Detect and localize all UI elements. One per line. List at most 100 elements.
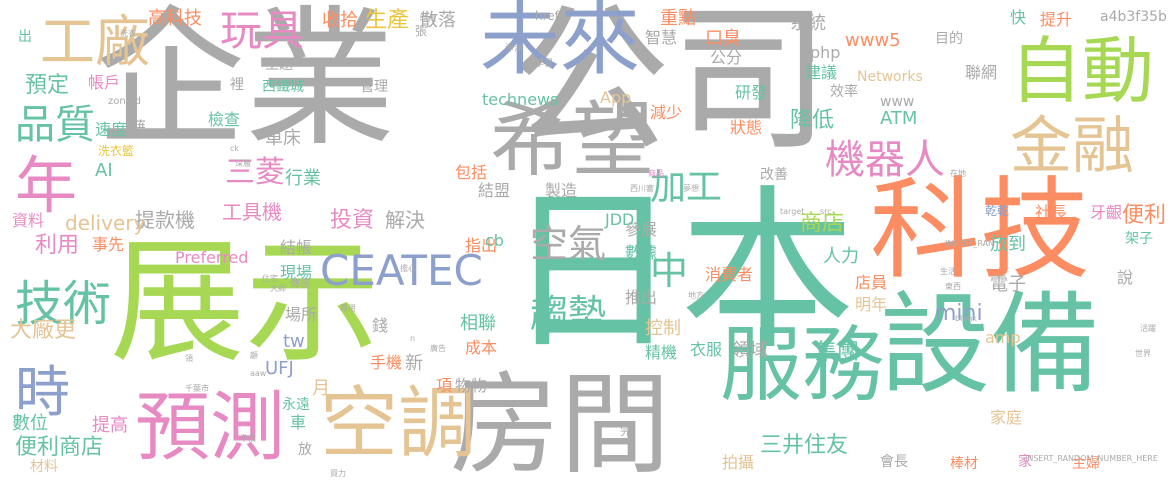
word: 提升 [1040, 10, 1073, 29]
word: 預測 [135, 383, 286, 471]
word: 西川審 [630, 184, 654, 193]
word: 機器人 [825, 137, 945, 183]
word: 空氣 [530, 222, 607, 266]
word: 擔心 [400, 264, 416, 273]
word: 地方 [688, 291, 704, 300]
word: 建議 [805, 63, 838, 82]
word: 檢查 [208, 110, 241, 129]
word: 自動 [1010, 29, 1155, 113]
word: 資料 [12, 211, 45, 230]
word: ck [230, 144, 240, 153]
word: 活躍 [1140, 324, 1156, 333]
word: www [880, 94, 915, 110]
word: tw [283, 331, 305, 352]
word: 收拾 [322, 10, 358, 31]
word: 棒材 [950, 456, 978, 472]
word: 東西 [945, 282, 961, 291]
word: 品質 [15, 102, 95, 148]
word: 研發 [735, 83, 768, 102]
word: 設備 [880, 281, 1100, 409]
word: 架子 [1125, 231, 1153, 247]
word: 工廠 [40, 10, 151, 74]
word: 日本 [505, 171, 855, 374]
word: zoneid [108, 96, 141, 107]
word: 現場 [280, 263, 313, 282]
word: AI [95, 160, 113, 181]
word: 相聯 [460, 313, 496, 334]
word: 快 [1010, 8, 1027, 27]
word: 結盟 [478, 181, 511, 200]
word: 商品 [648, 169, 664, 178]
word: href [535, 9, 559, 23]
word: amp [985, 328, 1021, 347]
word: 消費者 [705, 265, 754, 284]
word: cb [485, 231, 504, 250]
word: delivery [65, 211, 146, 235]
word: 新 [405, 353, 423, 374]
word: 放 [298, 442, 312, 458]
word: 空調 [320, 379, 477, 469]
word: 學習 [535, 59, 554, 69]
word: 結帳 [280, 238, 313, 257]
word: 希望 [490, 93, 655, 188]
word: Preferred [175, 248, 249, 267]
word: 高科技 [148, 8, 202, 29]
word: 科技 [870, 166, 1090, 294]
word: 公司 [510, 0, 831, 173]
word: img [345, 119, 361, 128]
word: 狀態 [730, 118, 763, 137]
word: 利用 [35, 233, 80, 258]
word: 房間 [450, 361, 670, 482]
word: 主題 [265, 57, 293, 73]
word: 製造 [545, 181, 578, 200]
word: 加工 [650, 167, 723, 208]
word: 帳戶 [88, 73, 121, 92]
word: 趨勢 [530, 292, 607, 336]
word: 解決 [385, 208, 425, 232]
word: 主婦 [1072, 456, 1100, 472]
word: src [820, 207, 832, 216]
word: 未來 [480, 0, 640, 86]
word: 車 [290, 413, 307, 432]
word: 物物 [455, 376, 488, 395]
word: 準備 [240, 434, 256, 443]
word: n [410, 334, 416, 343]
word: 投資 [330, 208, 375, 233]
word: 家 [1018, 454, 1032, 470]
word: a4b3f35b [1100, 9, 1167, 25]
word: 領域 [732, 340, 768, 361]
word: 錢 [372, 316, 389, 335]
word: JDD [605, 210, 635, 229]
word: ATM [880, 108, 918, 129]
word: 指出 [465, 236, 498, 255]
word: aaw [250, 369, 267, 378]
word: 顧 [250, 351, 258, 360]
word: 商店 [800, 211, 845, 236]
word: 永遠 [282, 397, 310, 413]
word: 明年 [855, 295, 888, 314]
word: 金融 [1010, 109, 1135, 182]
word: 家庭 [990, 408, 1023, 427]
word: 西鐵城 [262, 79, 304, 95]
word: 包括 [455, 163, 488, 182]
word: 行業 [285, 168, 321, 189]
word: 領 [185, 354, 193, 363]
word: 生活 [940, 267, 956, 276]
word: 生產 [365, 8, 410, 33]
word: 口臭 [705, 28, 741, 49]
word: 廣告 [430, 344, 446, 353]
word: 牙齦 [1090, 203, 1123, 222]
word: 時 [15, 360, 71, 424]
word: 速度 [95, 120, 128, 139]
word: 說 [1117, 268, 1134, 287]
word: 張 [415, 24, 428, 38]
word: 傳感 [290, 279, 310, 290]
word: 集團 [815, 340, 860, 365]
word: INSERT_RANDOM_NUMBER_HERE [1025, 454, 1158, 463]
word: 材料 [30, 459, 58, 475]
word: 月 [312, 378, 330, 399]
word: 降低 [790, 108, 835, 133]
word: mini [935, 301, 983, 326]
word: 管理 [360, 79, 388, 95]
word: 深層 [235, 159, 251, 168]
